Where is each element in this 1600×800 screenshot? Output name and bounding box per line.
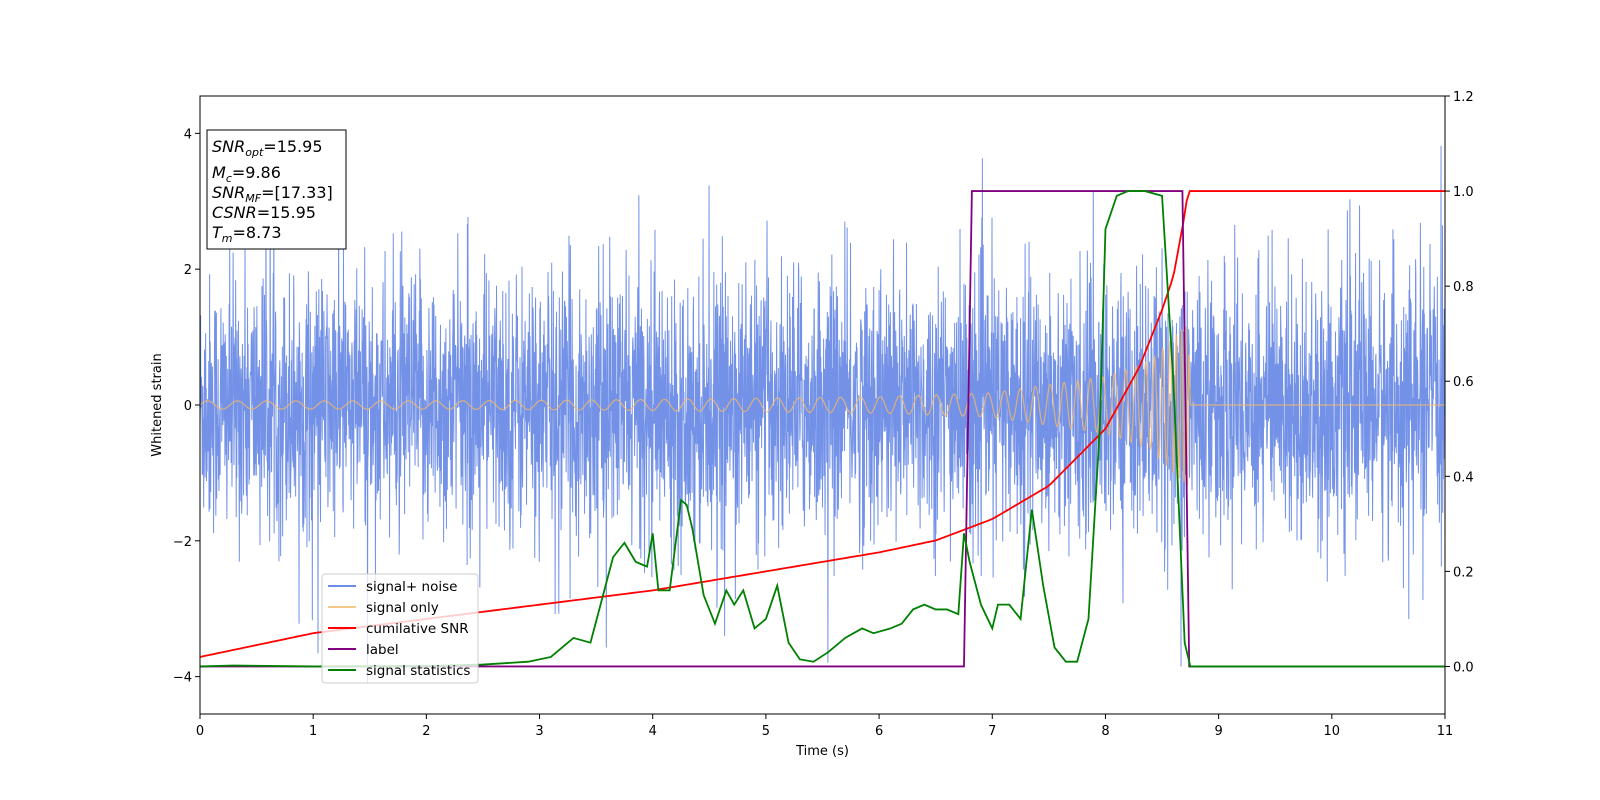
y-tick-label: 2 [184, 263, 192, 278]
legend-entry: label [328, 642, 399, 658]
annotation-line: Mc=9.86 [212, 163, 281, 185]
line-signal-statistics [199, 190, 1445, 668]
legend-label: label [366, 642, 399, 658]
annotation-line: Tm=8.73 [212, 223, 282, 245]
y-axis-label: Whitened strain [150, 353, 165, 456]
y-tick-label: −4 [173, 671, 192, 686]
line-signal-noise [199, 145, 1446, 684]
y-tick-label: 0 [184, 399, 192, 414]
legend-label: signal+ noise [366, 579, 457, 595]
series-signal-noise [199, 145, 1446, 684]
legend-label: signal only [366, 600, 439, 616]
legend-entry: cumilative SNR [328, 621, 469, 637]
y2-tick-label: 0.2 [1453, 565, 1474, 580]
x-tick-label: 6 [875, 724, 883, 739]
x-axis-label: Time (s) [795, 744, 849, 759]
y2-tick-label: 0.6 [1453, 375, 1474, 390]
y2-tick-label: 0.4 [1453, 470, 1474, 485]
y2-tick-label: 1.0 [1453, 185, 1474, 200]
y2-tick-label: 0.0 [1453, 660, 1474, 675]
x-tick-label: 1 [309, 724, 317, 739]
annotation-box: SNRopt=15.95 Mc=9.86SNRMF=[17.33]CSNR=15.… [206, 129, 347, 250]
x-tick-label: 8 [1101, 724, 1109, 739]
legend-entry: signal statistics [328, 663, 470, 679]
x-tick-label: 2 [422, 724, 430, 739]
y-tick-label: 4 [184, 127, 192, 142]
x-tick-label: 7 [988, 724, 996, 739]
x-tick-label: 0 [196, 724, 204, 739]
series-signal-only [199, 326, 1445, 486]
x-tick-label: 5 [762, 724, 770, 739]
legend-frame [321, 573, 479, 684]
x-tick-label: 3 [535, 724, 543, 739]
annotation-line: SNRopt=15.95 [212, 137, 323, 159]
x-tick-label: 10 [1324, 724, 1341, 739]
line-signal-only [199, 326, 1445, 486]
y2-tick-label: 0.8 [1453, 280, 1474, 295]
legend-label: cumilative SNR [366, 621, 469, 637]
legend: signal+ noise signal only cumilative SNR la… [321, 573, 479, 684]
x-tick-label: 11 [1437, 724, 1454, 739]
annotation-line: SNRMF=[17.33] [212, 183, 333, 205]
axes: 0 1 2 3 4 5 6 7 8 9 10 11 −4 −2 0 2 4 0.0 0.2 0.4 0.6 0.8 1.0 1… [173, 90, 1474, 739]
y2-tick-label: 1.2 [1453, 90, 1474, 105]
x-tick-label: 9 [1214, 724, 1222, 739]
legend-label: signal statistics [366, 663, 470, 679]
y-tick-label: −2 [173, 535, 192, 550]
x-tick-label: 4 [649, 724, 657, 739]
annotation-frame [206, 129, 347, 250]
legend-entry: signal+ noise [328, 579, 457, 595]
legend-entry: signal only [328, 600, 439, 616]
annotation-line: CSNR=15.95 [212, 203, 316, 222]
